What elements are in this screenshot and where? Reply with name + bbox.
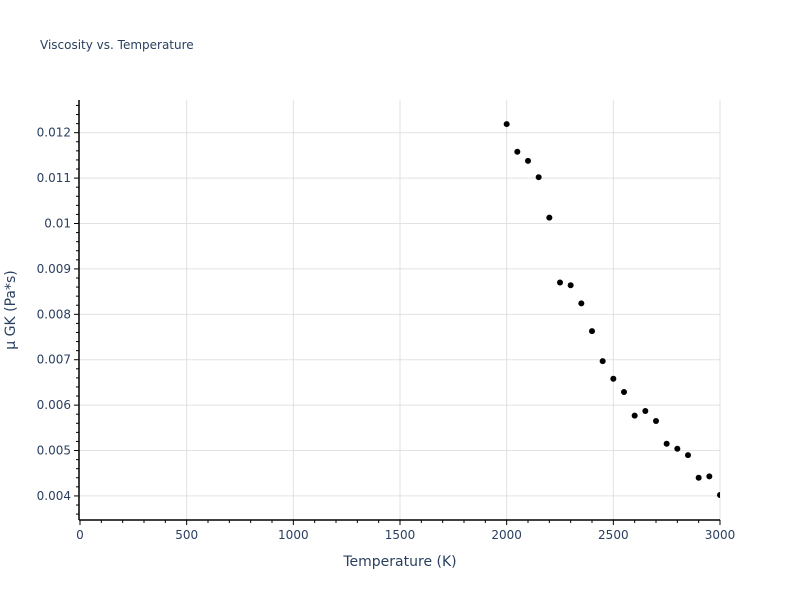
data-point <box>535 174 542 181</box>
y-tick-label: 0.009 <box>37 262 71 276</box>
data-point <box>525 157 531 164</box>
data-point <box>695 474 702 481</box>
data-point <box>589 328 595 335</box>
y-tick-label: 0.004 <box>37 489 71 503</box>
y-tick-label: 0.007 <box>37 353 71 367</box>
x-tick-label: 500 <box>175 528 198 542</box>
data-point <box>578 300 585 307</box>
x-tick-label: 1000 <box>278 528 309 542</box>
data-point <box>706 473 713 480</box>
data-point <box>685 452 691 459</box>
data-point <box>621 388 627 395</box>
data-point <box>642 408 649 415</box>
data-point <box>631 412 638 419</box>
y-tick-label: 0.012 <box>37 126 71 140</box>
grid-lines <box>80 100 721 520</box>
data-point <box>599 358 606 365</box>
data-point <box>610 375 617 382</box>
data-point <box>663 440 670 447</box>
chart-title: Viscosity vs. Temperature <box>40 38 194 52</box>
x-tick-label: 1500 <box>385 528 416 542</box>
y-tick-label: 0.011 <box>37 171 71 185</box>
x-tick-label: 3000 <box>705 528 736 542</box>
x-axis-title-text: Temperature (K) <box>343 554 457 570</box>
y-axis-title: μ GK (Pa*s) <box>3 270 19 350</box>
x-tick-label: 2500 <box>598 528 629 542</box>
data-point <box>503 121 510 128</box>
data-point <box>514 148 521 155</box>
data-point <box>717 492 720 499</box>
y-tick-label: 0.008 <box>37 307 71 321</box>
data-point <box>567 282 574 289</box>
data-point <box>653 418 659 425</box>
tick-labels: 0 500 1000 1500 2000 2500 3000 0.004 0.005 0.006 0… <box>37 126 736 542</box>
data-point <box>557 279 563 286</box>
y-tick-label: 0.005 <box>37 444 71 458</box>
x-tick-label: 0 <box>76 528 84 542</box>
x-tick-label: 2000 <box>491 528 522 542</box>
y-tick-label: 0.01 <box>44 217 71 231</box>
y-tick-label: 0.006 <box>37 398 71 412</box>
data-points <box>503 121 720 499</box>
data-point <box>674 445 681 452</box>
x-axis-title: Temperature (K) <box>0 554 800 570</box>
axes <box>74 100 721 525</box>
data-point <box>546 214 553 221</box>
